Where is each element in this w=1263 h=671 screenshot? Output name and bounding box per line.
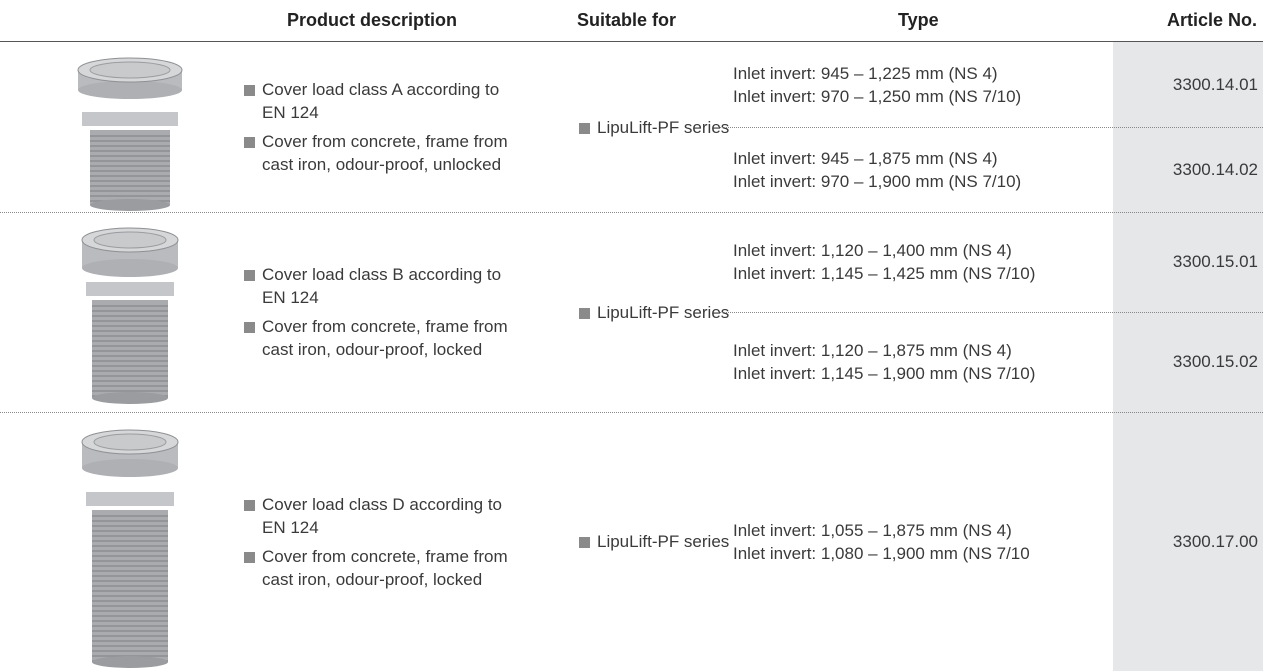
type-cell: Inlet invert: 1,055 – 1,875 mm (NS 4) Inl… — [733, 412, 1108, 671]
suitable-cell: LipuLift-PF series — [575, 212, 729, 412]
image-part — [92, 656, 168, 668]
image-part — [93, 231, 167, 249]
bullet-item: Cover from concrete, frame from cast iro… — [240, 545, 510, 591]
image-part — [82, 259, 178, 277]
type-line: Inlet invert: 945 – 1,875 mm (NS 4) — [733, 148, 998, 168]
bullet-item: LipuLift-PF series — [575, 116, 729, 139]
header-rule — [0, 41, 1263, 42]
image-part — [90, 199, 170, 211]
bullet-item: LipuLift-PF series — [575, 301, 729, 324]
type-cell: Inlet invert: 945 – 1,225 mm (NS 4) Inlet… — [733, 42, 1108, 127]
image-part — [78, 81, 182, 99]
image-part — [90, 130, 170, 205]
bullet-item: Cover from concrete, frame from cast iro… — [240, 130, 510, 176]
type-cell: Inlet invert: 1,120 – 1,875 mm (NS 4) Inl… — [733, 312, 1108, 412]
bullet-item: Cover load class B according to EN 124 — [240, 263, 510, 309]
image-part — [82, 112, 178, 126]
type-line: Inlet invert: 970 – 1,250 mm (NS 7/10) — [733, 86, 1022, 106]
type-line: Inlet invert: 970 – 1,900 mm (NS 7/10) — [733, 171, 1022, 191]
description-cell: Cover load class B according to EN 124 Co… — [240, 212, 510, 412]
product-images — [77, 57, 183, 668]
article-cell: 3300.14.02 — [1172, 159, 1258, 179]
type-line: Inlet invert: 1,145 – 1,900 mm (NS 7/10) — [733, 364, 1036, 383]
header-cell: Article No. — [1166, 10, 1257, 30]
image-part — [89, 61, 171, 79]
article-cell: 3300.15.01 — [1172, 252, 1258, 271]
type-line: Inlet invert: 1,120 – 1,875 mm (NS 4) — [733, 341, 1012, 360]
article-cell: 3300.14.01 — [1172, 74, 1258, 94]
header-cell: Type — [898, 10, 939, 30]
type-line: Inlet invert: 1,055 – 1,875 mm (NS 4) — [733, 520, 1012, 540]
type-line: Inlet invert: 1,080 – 1,900 mm (NS 7/10 — [733, 543, 1030, 563]
bullet-item: Cover load class D according to EN 124 — [240, 493, 510, 539]
image-part — [86, 492, 174, 506]
variant-separator — [718, 127, 1263, 128]
article-cell: 3300.15.02 — [1172, 352, 1258, 371]
type-cell: Inlet invert: 1,120 – 1,400 mm (NS 4) Inl… — [733, 212, 1108, 312]
bullet-item: Cover load class A according to EN 124 — [240, 78, 510, 124]
group-separator — [0, 412, 1263, 413]
header-cell: Suitable for — [577, 10, 677, 30]
type-line: Inlet invert: 1,120 – 1,400 mm (NS 4) — [733, 241, 1012, 260]
image-part — [93, 433, 167, 451]
description-cell: Cover load class D according to EN 124 Co… — [240, 412, 510, 671]
image-part — [82, 459, 178, 477]
type-line: Inlet invert: 1,145 – 1,425 mm (NS 7/10) — [733, 264, 1036, 283]
type-cell: Inlet invert: 945 – 1,875 mm (NS 4) Inlet… — [733, 127, 1108, 212]
image-part — [92, 300, 168, 398]
suitable-cell: LipuLift-PF series — [575, 412, 729, 671]
suitable-cell: LipuLift-PF series — [575, 42, 729, 212]
variant-separator — [718, 312, 1263, 313]
header-cell: Product description — [287, 10, 458, 30]
bullet-item: Cover from concrete, frame from cast iro… — [240, 315, 510, 361]
image-part — [86, 282, 174, 296]
article-cell: 3300.17.00 — [1172, 531, 1258, 551]
group-separator — [0, 212, 1263, 213]
image-part — [92, 392, 168, 404]
type-line: Inlet invert: 945 – 1,225 mm (NS 4) — [733, 63, 998, 83]
description-cell: Cover load class A according to EN 124 Co… — [240, 42, 510, 212]
bullet-item: LipuLift-PF series — [575, 530, 729, 553]
article-column-bg — [1113, 42, 1263, 671]
